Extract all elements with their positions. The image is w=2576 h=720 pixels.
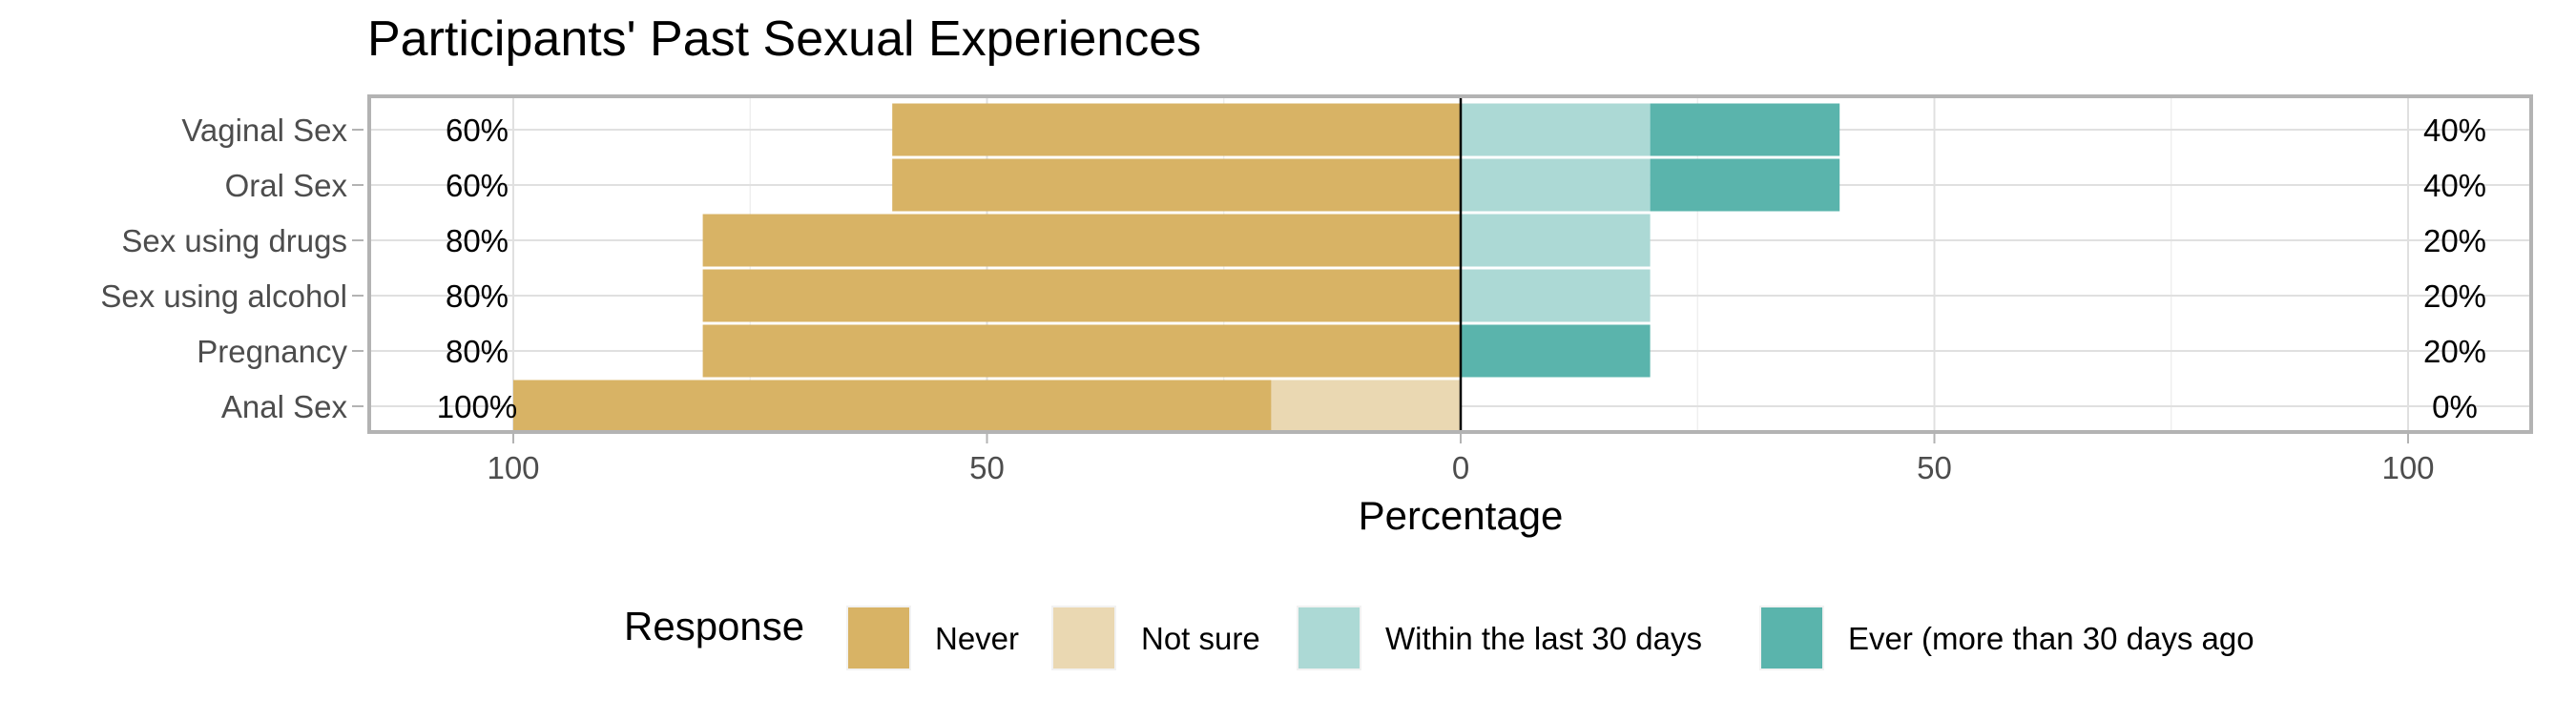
bar-never — [702, 214, 1461, 267]
bar-never — [513, 380, 1272, 433]
bar-never — [702, 324, 1461, 378]
bar-within-the-last-30-days — [1461, 158, 1651, 212]
bar-ever-more-than-30-days-ago — [1650, 158, 1840, 212]
legend-swatch — [846, 606, 911, 670]
x-tick-label: 100 — [2381, 450, 2434, 485]
category-label: Sex using alcohol — [100, 278, 347, 314]
right-percent-label: 40% — [2423, 168, 2486, 203]
category-label: Oral Sex — [225, 168, 348, 203]
legend-swatch — [1759, 606, 1824, 670]
legend-label: Ever (more than 30 days ago — [1848, 621, 2254, 656]
left-percent-label: 100% — [437, 389, 517, 424]
bar-ever-more-than-30-days-ago — [1650, 103, 1840, 156]
left-percent-label: 80% — [446, 278, 509, 314]
right-percent-label: 0% — [2432, 389, 2478, 424]
legend-swatch — [1297, 606, 1361, 670]
category-label: Pregnancy — [197, 334, 347, 369]
legend-swatch — [1051, 606, 1116, 670]
x-tick-label: 50 — [1917, 450, 1952, 485]
right-percent-label: 20% — [2423, 223, 2486, 258]
legend-label: Within the last 30 days — [1385, 621, 1702, 656]
x-tick-label: 50 — [969, 450, 1005, 485]
category-label: Anal Sex — [221, 389, 348, 424]
legend-label: Never — [935, 621, 1019, 656]
x-axis-title: Percentage — [1359, 493, 1564, 538]
left-percent-label: 60% — [446, 113, 509, 148]
right-percent-label: 40% — [2423, 113, 2486, 148]
category-label: Vaginal Sex — [181, 113, 347, 148]
bar-within-the-last-30-days — [1461, 214, 1651, 267]
x-tick-label: 0 — [1452, 450, 1469, 485]
plot-border — [367, 94, 2533, 434]
chart-title: Participants' Past Sexual Experiences — [367, 11, 1201, 67]
x-tick-label: 100 — [487, 450, 539, 485]
bar-never — [892, 103, 1461, 156]
left-percent-label: 80% — [446, 223, 509, 258]
left-percent-label: 60% — [446, 168, 509, 203]
bar-ever-more-than-30-days-ago — [1461, 324, 1651, 378]
bar-within-the-last-30-days — [1461, 103, 1651, 156]
bar-never — [892, 158, 1461, 212]
right-percent-label: 20% — [2423, 334, 2486, 369]
category-label: Sex using drugs — [121, 223, 347, 258]
bar-within-the-last-30-days — [1461, 269, 1651, 322]
bar-not-sure — [1271, 380, 1461, 433]
legend-title: Response — [624, 604, 804, 648]
right-percent-label: 20% — [2423, 278, 2486, 314]
left-percent-label: 80% — [446, 334, 509, 369]
bar-never — [702, 269, 1461, 322]
legend-label: Not sure — [1141, 621, 1260, 656]
